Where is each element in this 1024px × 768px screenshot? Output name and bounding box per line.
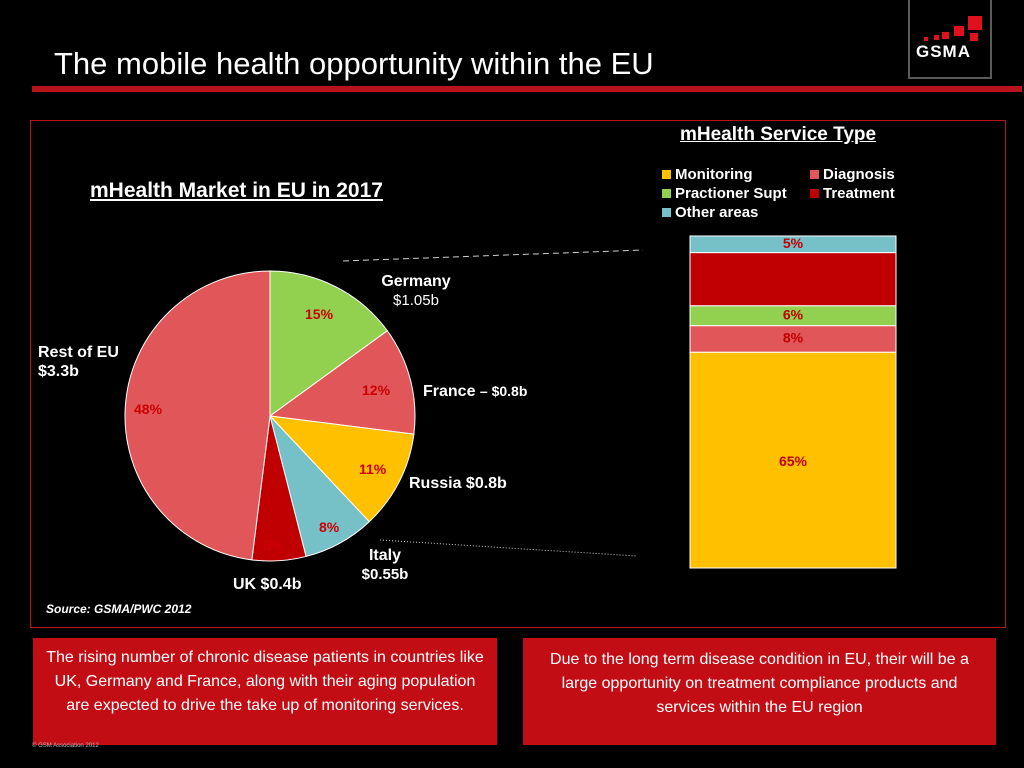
copyright-footer: © GSM Association 2012 <box>32 743 99 749</box>
logo-text: GSMA <box>916 42 971 61</box>
pie-slice-russia <box>268 415 415 523</box>
pie-slice-germany <box>269 270 389 417</box>
pie-chart-title: mHealth Market in EU in 2017 <box>90 179 383 202</box>
pct-russia: 11% <box>359 461 387 477</box>
pct-uk: 6% <box>263 537 284 553</box>
bar-label-other-areas: 5% <box>783 235 804 251</box>
label-rest-of-eu: Rest of EU $3.3b <box>38 344 119 380</box>
pct-rest-of-eu: 48% <box>134 401 163 417</box>
label-italy: Italy $0.55b <box>361 547 409 583</box>
label-germany: Germany $1.05b <box>381 273 451 309</box>
bar-segment-diagnosis <box>689 325 897 353</box>
chart-frame <box>30 120 1006 628</box>
pie-slice-france <box>268 330 416 435</box>
label-russia: Russia $0.8b <box>409 475 507 492</box>
bar-segment-monitoring <box>689 351 897 569</box>
source-note: Source: GSMA/PWC 2012 <box>46 602 192 616</box>
bar-chart-title: mHealth Service Type <box>680 124 877 145</box>
pct-france: 12% <box>362 382 391 398</box>
pct-italy: 8% <box>319 519 340 535</box>
legend-item-treatment: Treatment <box>810 185 895 202</box>
slide-title: The mobile health opportunity within the… <box>54 46 654 81</box>
bar-label-treatment: 16% <box>779 263 808 279</box>
legend-item-other-areas: Other areas <box>662 204 758 221</box>
legend-item-practioner-supt: Practioner Supt <box>662 185 787 202</box>
bar-label-diagnosis: 8% <box>783 330 804 346</box>
pct-germany: 15% <box>305 306 334 322</box>
legend-item-diagnosis: Diagnosis <box>810 166 895 183</box>
connector-bottom-line <box>379 539 638 557</box>
bar-label-monitoring: 65% <box>779 453 808 469</box>
bar-label-practioner-supt: 6% <box>783 306 804 322</box>
bar-segment-other-areas <box>689 235 897 254</box>
pie-slice-rest <box>124 270 271 561</box>
legend-item-monitoring: Monitoring <box>662 166 752 183</box>
title-divider <box>32 86 1022 92</box>
gsma-logo: GSMA <box>908 0 992 79</box>
connector-top-line <box>342 249 644 262</box>
bar-segment-treatment <box>689 252 897 307</box>
insight-box-left: The rising number of chronic disease pat… <box>33 638 497 745</box>
label-france: France – $0.8b <box>423 383 528 400</box>
label-uk: UK $0.4b <box>233 576 302 593</box>
insight-box-right: Due to the long term disease condition i… <box>523 638 996 745</box>
